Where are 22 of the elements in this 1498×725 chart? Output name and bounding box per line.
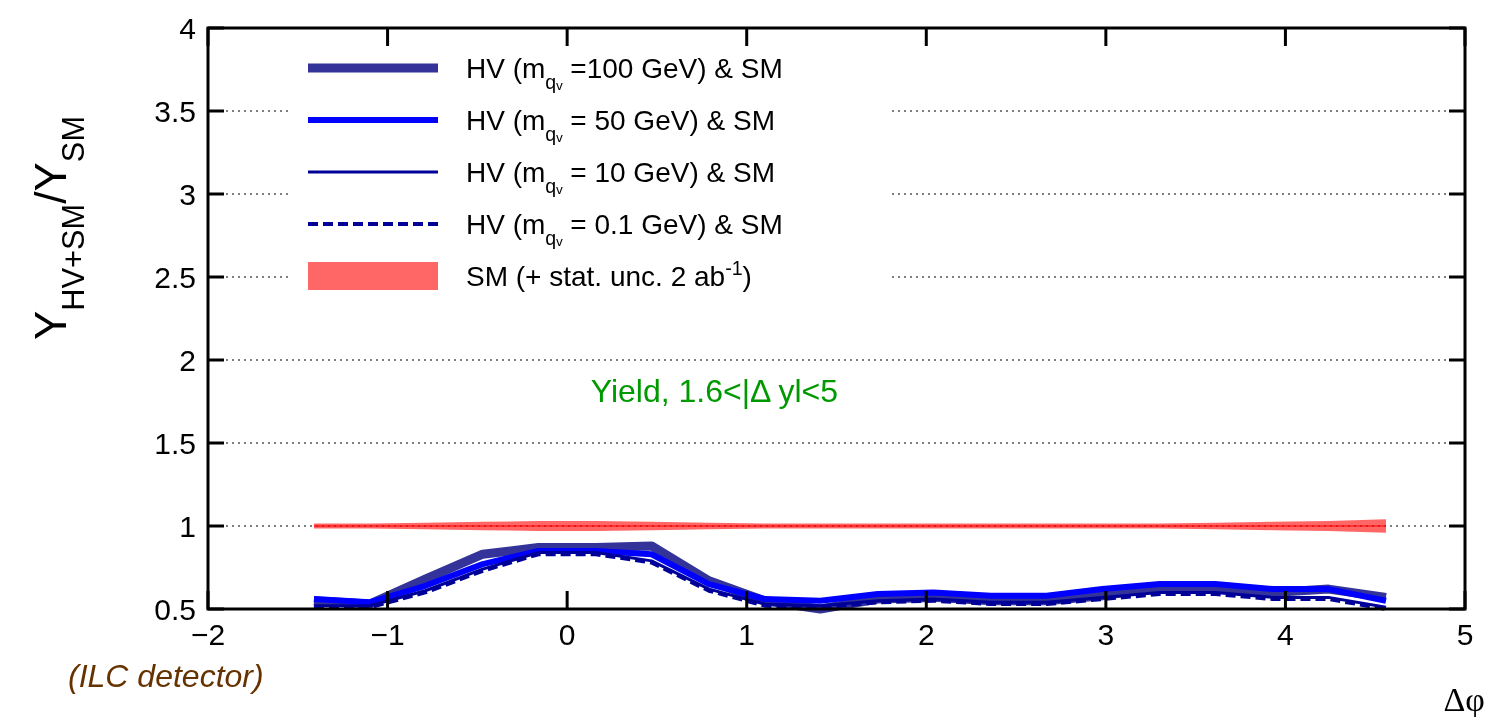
legend-label: HV (m$_{qᵥ}$ = 10 GeV) & SM xyxy=(466,157,775,197)
x-tick-label: 4 xyxy=(1277,618,1294,651)
x-tick-label: 3 xyxy=(1097,618,1115,651)
text: (ILC detector) xyxy=(68,658,264,694)
x-tick-label: −1 xyxy=(370,618,405,651)
legend-label: HV (m$_{qᵥ}$ = 50 GeV) & SM xyxy=(466,105,775,145)
x-tick-label: 1 xyxy=(738,618,756,651)
y-tick-label: 0.5 xyxy=(154,593,196,626)
y-tick-label: 2.5 xyxy=(154,261,196,294)
y-tick-label: 1 xyxy=(179,510,196,543)
legend-label: HV (m$_{qᵥ}$ =100 GeV) & SM xyxy=(466,53,783,93)
x-tick-label: 2 xyxy=(917,618,935,651)
y-tick-label: 1.5 xyxy=(154,427,196,460)
annotation: Yield, 1.6<|Δ yl<5 xyxy=(590,372,839,409)
y-tick-label: 3 xyxy=(179,178,196,211)
legend-label: HV (m$_{qᵥ}$ = 0.1 GeV) & SM xyxy=(466,209,783,249)
y-tick-label: 2 xyxy=(179,344,196,377)
legend-label: SM (+ stat. unc. 2 ab$^{-1}$) xyxy=(466,257,752,292)
x-tick-label: 5 xyxy=(1456,618,1474,651)
y-tick-label: 4 xyxy=(179,12,196,45)
y-tick-label: 3.5 xyxy=(154,95,196,128)
x-tick-label: 0 xyxy=(558,618,576,651)
